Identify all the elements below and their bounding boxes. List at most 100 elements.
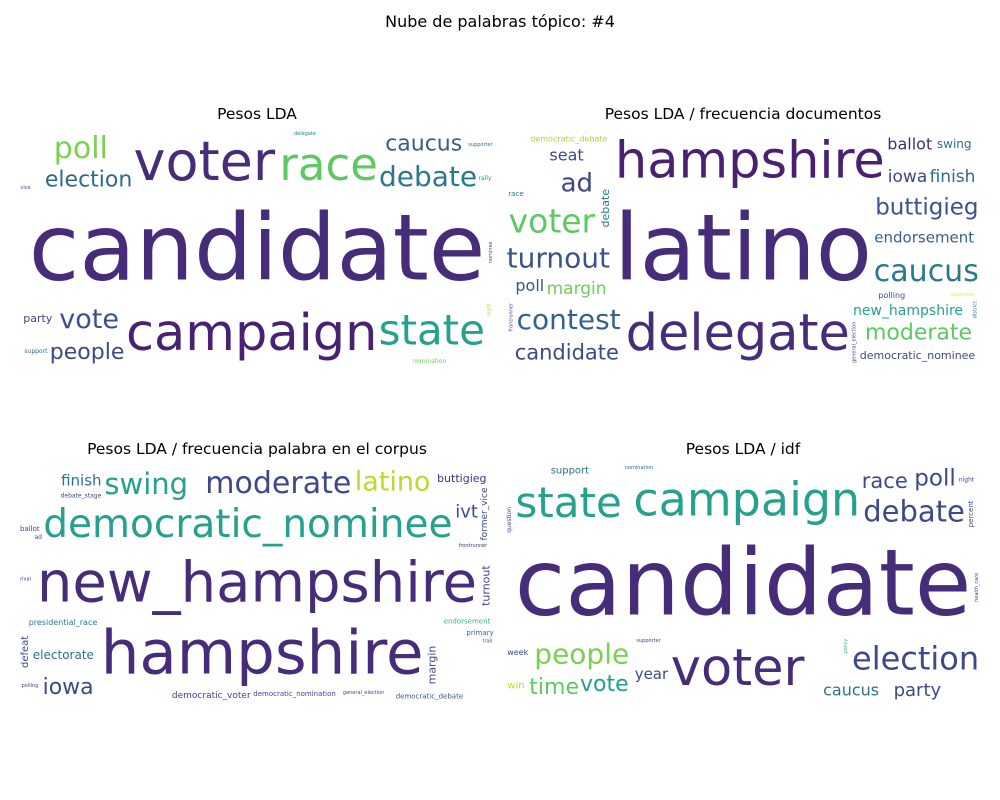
word-frontrunner: frontrunner — [459, 543, 489, 549]
word-candidate: candidate — [515, 341, 619, 365]
word-poll: poll — [54, 131, 108, 166]
word-debate: debate — [379, 160, 477, 193]
word-time: time — [529, 675, 579, 700]
word-buttigieg: buttigieg — [875, 195, 978, 221]
word-night: night — [959, 476, 975, 483]
word-democratic-nominee: democratic_nominee — [43, 502, 452, 547]
word-caucus: caucus — [385, 131, 462, 156]
word-moderate: moderate — [205, 466, 351, 501]
word-voter: voter — [134, 130, 276, 193]
word-volunteer: volunteer — [951, 292, 976, 298]
word-state: state — [515, 478, 621, 527]
word-rally: rally — [479, 175, 492, 182]
word-hampshire: hampshire — [101, 618, 424, 689]
word-frontrunner: frontrunner — [509, 302, 515, 332]
word-race: race — [279, 138, 378, 191]
panel-title-4: Pesos LDA / idf — [685, 440, 801, 458]
word-vote: vote — [59, 304, 119, 335]
word-hampshire: hampshire — [615, 131, 885, 190]
word-presidential-race: presidential_race — [29, 618, 98, 627]
panel-title-2: Pesos LDA / frecuencia documentos — [604, 105, 882, 123]
word-new-hampshire: new_hampshire — [37, 551, 477, 616]
word-night: night — [487, 303, 493, 316]
word-percent: percent — [967, 500, 975, 527]
word-buttigieg: buttigieg — [437, 472, 486, 485]
word-seat: seat — [549, 145, 583, 164]
word-state: state — [379, 306, 485, 355]
word-nomination: nomination — [412, 358, 446, 365]
word-poll: poll — [914, 465, 955, 491]
word-support: support — [551, 466, 589, 477]
word-win: win — [507, 680, 524, 691]
word-iowa: iowa — [888, 167, 927, 187]
word-delegate: delegate — [626, 304, 850, 363]
word-iowa: iowa — [43, 675, 94, 700]
word-election: election — [852, 640, 979, 678]
word-swing: swing — [104, 467, 188, 501]
word-democratic-nomination: democratic_nomination — [253, 690, 336, 698]
word-margin: margin — [547, 279, 607, 299]
word-vote: vote — [580, 672, 629, 697]
word-new-hampshire: new_hampshire — [853, 303, 963, 319]
word-turnout: turnout — [507, 241, 610, 274]
word-primary: primary — [466, 629, 493, 637]
word-polling: polling — [22, 683, 39, 689]
word-vice: vice — [20, 185, 30, 191]
word-latino: latino — [355, 467, 431, 498]
word-supporter: supporter — [468, 142, 493, 148]
word-debate: debate — [863, 494, 965, 528]
word-ad: ad — [35, 534, 43, 541]
word-defeat: defeat — [20, 636, 31, 668]
word-district: district — [973, 301, 979, 318]
word-candidate: candidate — [29, 195, 486, 302]
word-democratic-voter: democratic_voter — [172, 691, 251, 701]
word-general-election: general_election — [343, 690, 384, 696]
word-voter: voter — [671, 639, 805, 698]
word-democratic-debate: democratic_debate — [530, 135, 607, 144]
word-race: race — [862, 469, 908, 493]
word-endorsement: endorsement — [444, 618, 491, 626]
word-swing: swing — [937, 137, 972, 151]
word-delegate: delegate — [294, 131, 316, 137]
word-endorsement: endorsement — [874, 229, 974, 247]
word-voter: voter — [509, 201, 596, 240]
word-people: people — [50, 340, 125, 365]
word-trail: trail — [483, 639, 493, 645]
word-question: question — [506, 507, 513, 533]
word-candidate: candidate — [515, 530, 972, 637]
word-debate: debate — [599, 189, 612, 228]
word-nomination: nomination — [625, 465, 653, 471]
word-caucus: caucus — [823, 681, 879, 700]
word-democratic-debate: democratic_debate — [396, 693, 463, 701]
word-finish: finish — [61, 471, 101, 489]
word-ballot: ballot — [887, 134, 932, 153]
word-poll: poll — [515, 276, 544, 295]
figure-suptitle: Nube de palabras tópico: #4 — [385, 12, 615, 31]
panel-title-1: Pesos LDA — [217, 105, 297, 123]
word-debate-stage: debate_stage — [61, 493, 102, 500]
word-moderate: moderate — [865, 321, 972, 346]
word-nominee: nominee — [488, 241, 494, 263]
wordcloud-pesos-lda-frecuencia-corpus: new_hampshire hampshire democratic_nominee… — [18, 463, 496, 703]
word-electorate: electorate — [33, 648, 94, 662]
word-support: support — [24, 348, 48, 355]
word-contest: contest — [517, 303, 621, 336]
word-policy: policy — [843, 639, 849, 654]
word-caucus: caucus — [874, 254, 979, 289]
word-year: year — [635, 665, 669, 683]
word-party: party — [894, 680, 942, 701]
word-polling: polling — [878, 291, 905, 300]
word-campaign: campaign — [633, 472, 860, 526]
word-health-care: health_care — [974, 573, 980, 602]
word-margin: margin — [425, 646, 438, 685]
wordcloud-pesos-lda-idf: candidate voter campaign state election debat… — [504, 463, 982, 703]
word-campaign: campaign — [126, 304, 377, 363]
wordcloud-pesos-lda-frecuencia-documentos: latino delegate hampshire new_hampshire cauc… — [504, 128, 982, 368]
word-finish: finish — [930, 167, 976, 187]
word-supporter: supporter — [636, 638, 661, 644]
word-democratic-nominee: democratic_nominee — [860, 349, 976, 362]
